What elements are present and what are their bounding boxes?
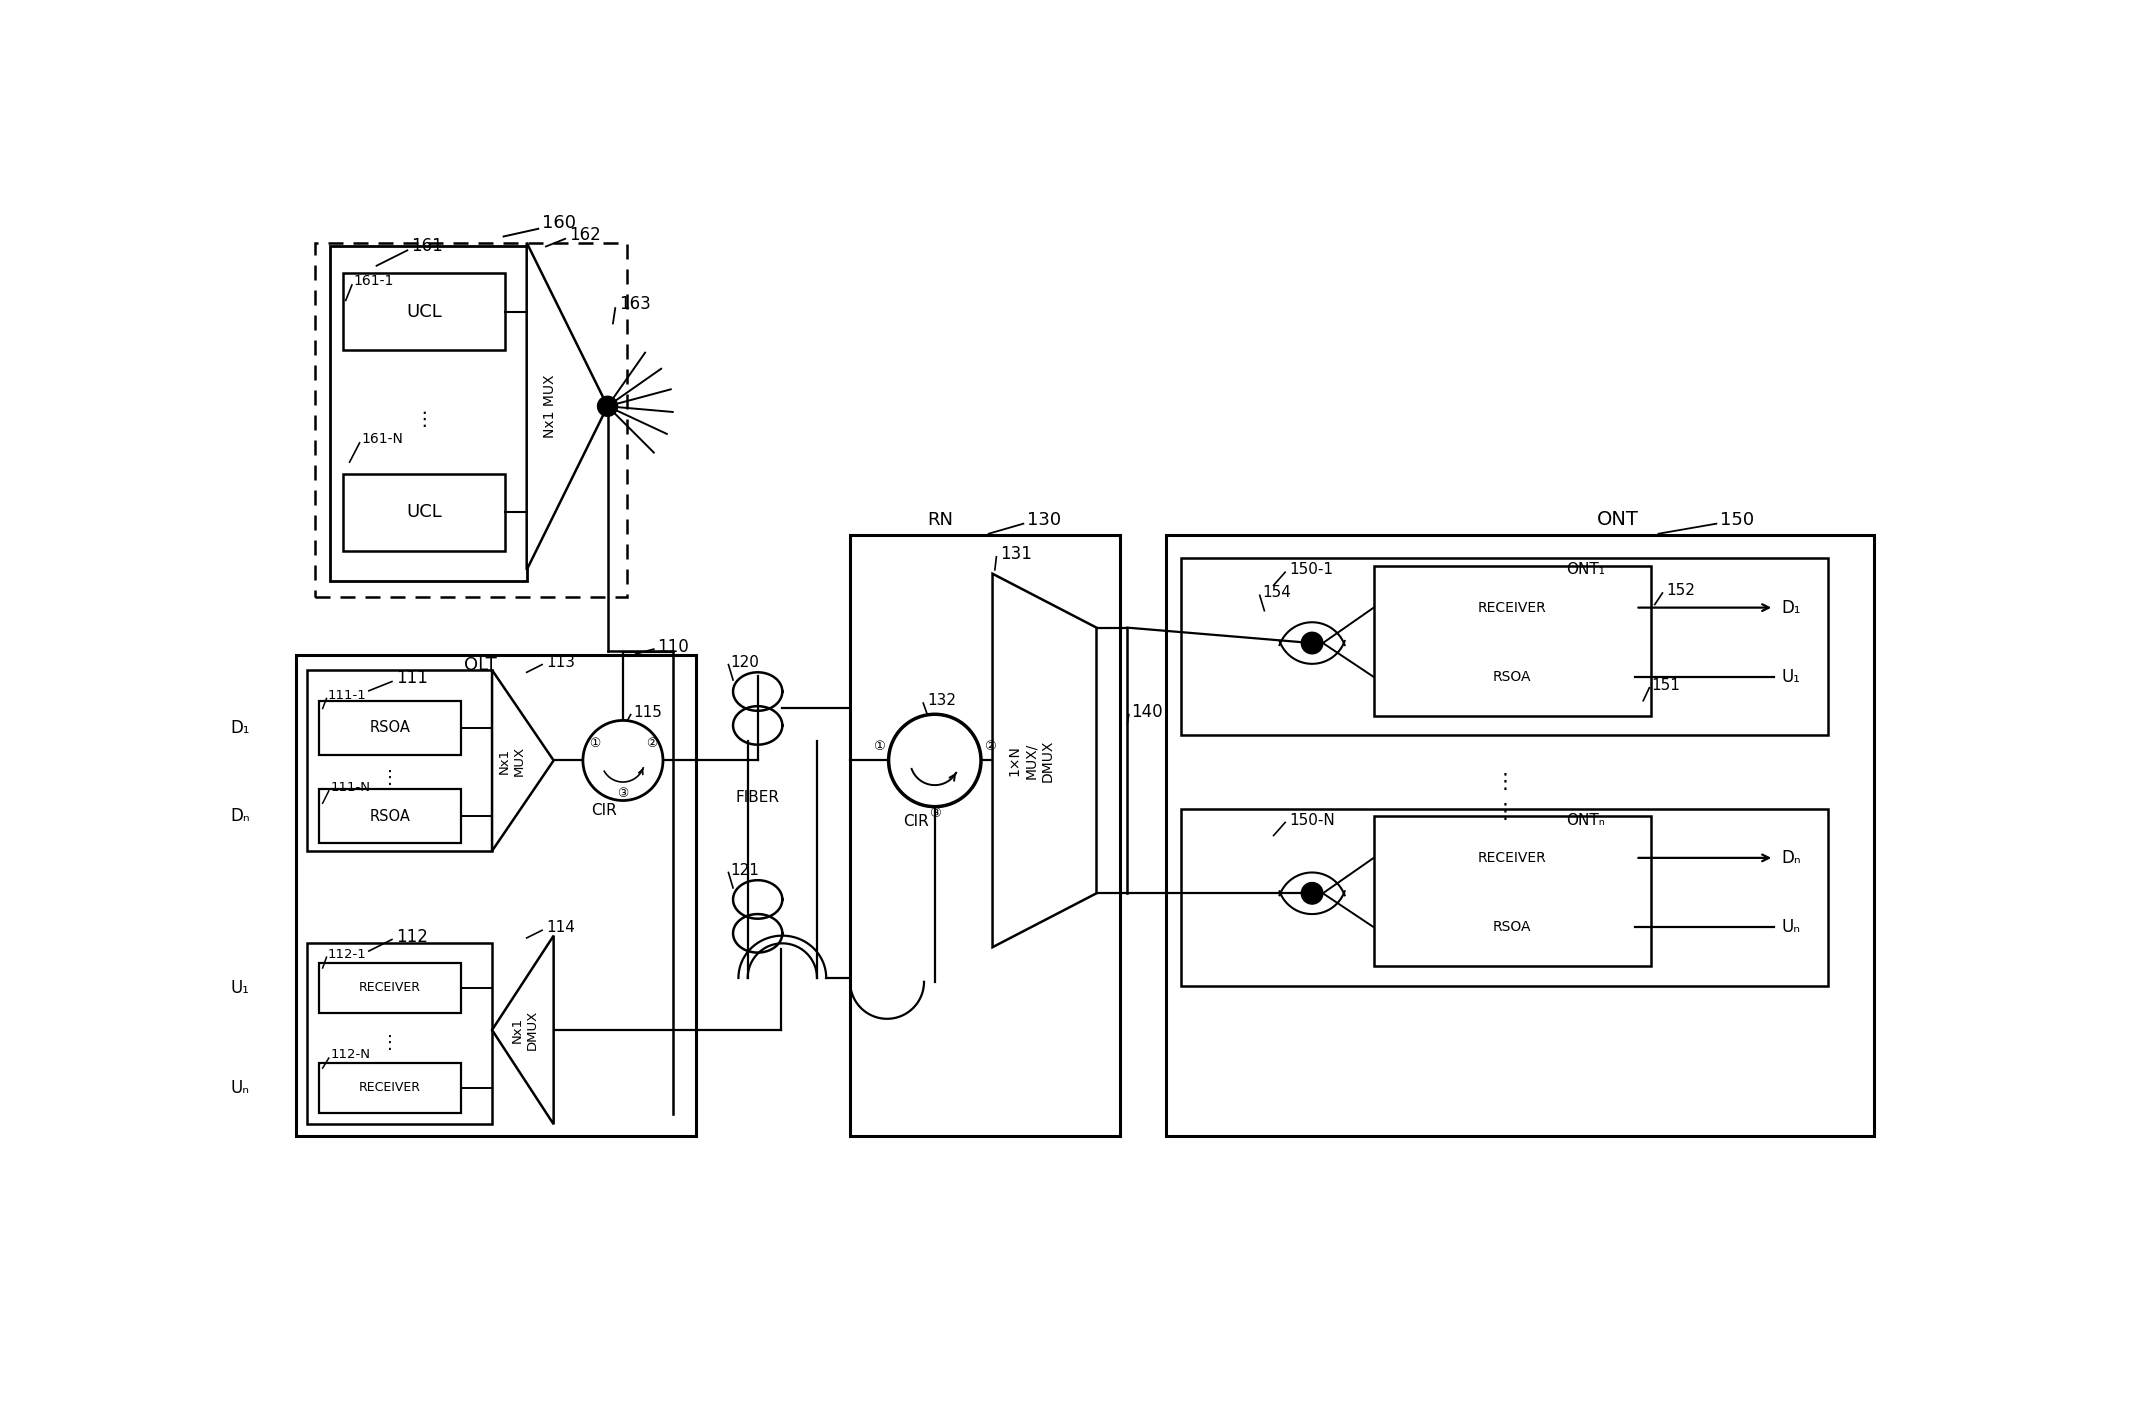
Text: Dₙ: Dₙ: [231, 807, 250, 825]
Bar: [1165, 536, 1875, 1136]
Text: RSOA: RSOA: [370, 808, 410, 824]
Bar: [1390, 830, 1636, 886]
Text: 150-N: 150-N: [1289, 813, 1334, 828]
Text: ①: ①: [874, 741, 885, 754]
Text: RECEIVER: RECEIVER: [359, 981, 421, 994]
Text: OLT: OLT: [464, 655, 496, 673]
Text: ③: ③: [618, 787, 629, 800]
Text: CIR: CIR: [902, 814, 928, 830]
Text: UCL: UCL: [406, 302, 443, 321]
Bar: [308, 943, 492, 1125]
Text: 1×N
MUX/
DMUX: 1×N MUX/ DMUX: [1007, 740, 1054, 782]
Bar: [851, 536, 1120, 1136]
Text: ①: ①: [588, 737, 601, 749]
Text: 154: 154: [1261, 585, 1291, 600]
Text: 151: 151: [1651, 678, 1680, 693]
Text: ②: ②: [646, 737, 659, 749]
Text: FIBER: FIBER: [735, 790, 780, 804]
Text: 112: 112: [396, 928, 428, 946]
Bar: [344, 273, 505, 350]
Text: ⋮: ⋮: [381, 769, 398, 787]
Text: 110: 110: [659, 638, 688, 655]
Text: 115: 115: [633, 704, 663, 720]
Bar: [1375, 567, 1651, 716]
Text: 161-N: 161-N: [361, 432, 404, 446]
Text: CIR: CIR: [590, 803, 616, 818]
Text: 150: 150: [1721, 510, 1755, 529]
Bar: [319, 1063, 462, 1112]
Text: ③: ③: [928, 807, 941, 821]
Text: 111: 111: [396, 669, 428, 688]
Text: Uₙ: Uₙ: [1781, 918, 1800, 936]
Text: UCL: UCL: [406, 503, 443, 522]
Text: ONT: ONT: [1597, 510, 1640, 529]
Bar: [1390, 650, 1636, 704]
Text: RECEIVER: RECEIVER: [1477, 600, 1546, 614]
Text: D₁: D₁: [231, 718, 250, 737]
Text: U₁: U₁: [1781, 668, 1800, 686]
Bar: [1180, 558, 1828, 735]
Text: ⋮: ⋮: [1494, 772, 1516, 792]
Circle shape: [1302, 883, 1323, 904]
Polygon shape: [992, 574, 1097, 948]
Text: 150-1: 150-1: [1289, 562, 1332, 578]
Text: Uₙ: Uₙ: [231, 1078, 250, 1097]
Polygon shape: [492, 671, 554, 851]
Text: Nx1
MUX: Nx1 MUX: [498, 745, 526, 776]
Text: D₁: D₁: [1781, 599, 1802, 617]
Text: ⋮: ⋮: [1494, 803, 1516, 823]
Text: 163: 163: [620, 295, 650, 314]
Text: 111-1: 111-1: [327, 689, 368, 702]
Text: 131: 131: [1001, 546, 1033, 564]
Text: ⋮: ⋮: [415, 411, 434, 429]
Bar: [319, 700, 462, 755]
Circle shape: [597, 396, 618, 416]
Text: RSOA: RSOA: [1492, 669, 1531, 683]
Polygon shape: [492, 935, 554, 1125]
Text: ONTₙ: ONTₙ: [1567, 813, 1606, 828]
Text: RSOA: RSOA: [370, 720, 410, 735]
Text: RN: RN: [928, 510, 954, 529]
Text: ONT₁: ONT₁: [1567, 562, 1606, 578]
Text: 121: 121: [731, 863, 759, 877]
Polygon shape: [526, 243, 607, 569]
Text: Nx1 MUX: Nx1 MUX: [543, 374, 556, 439]
Text: U₁: U₁: [231, 979, 250, 997]
Bar: [308, 671, 492, 851]
Bar: [1375, 817, 1651, 966]
Text: 111-N: 111-N: [331, 782, 370, 794]
Text: Dₙ: Dₙ: [1781, 849, 1802, 868]
Bar: [295, 655, 697, 1136]
Text: 140: 140: [1131, 703, 1163, 721]
Bar: [1390, 900, 1636, 955]
Text: ②: ②: [983, 741, 996, 754]
Text: 161: 161: [410, 238, 443, 256]
Bar: [344, 474, 505, 551]
Text: 113: 113: [545, 655, 575, 669]
Text: 120: 120: [731, 655, 759, 669]
Text: 114: 114: [545, 921, 575, 935]
Bar: [314, 243, 626, 596]
Text: 162: 162: [569, 226, 601, 243]
Text: 130: 130: [1026, 510, 1060, 529]
Bar: [319, 963, 462, 1012]
Text: RECEIVER: RECEIVER: [359, 1081, 421, 1094]
Text: 161-1: 161-1: [353, 274, 393, 288]
Text: RECEIVER: RECEIVER: [1477, 851, 1546, 865]
Bar: [1390, 579, 1636, 636]
Bar: [331, 246, 526, 582]
Text: 152: 152: [1666, 583, 1695, 598]
Circle shape: [1302, 633, 1323, 654]
Bar: [1180, 808, 1828, 986]
Circle shape: [889, 714, 981, 807]
Text: RSOA: RSOA: [1492, 920, 1531, 934]
Text: 160: 160: [543, 214, 575, 232]
Text: Nx1
DMUX: Nx1 DMUX: [511, 1010, 539, 1050]
Text: 132: 132: [928, 693, 956, 709]
Circle shape: [584, 720, 663, 800]
Bar: [319, 789, 462, 844]
Text: 112-1: 112-1: [327, 949, 368, 962]
Text: ⋮: ⋮: [381, 1035, 398, 1053]
Text: 112-N: 112-N: [331, 1049, 370, 1062]
